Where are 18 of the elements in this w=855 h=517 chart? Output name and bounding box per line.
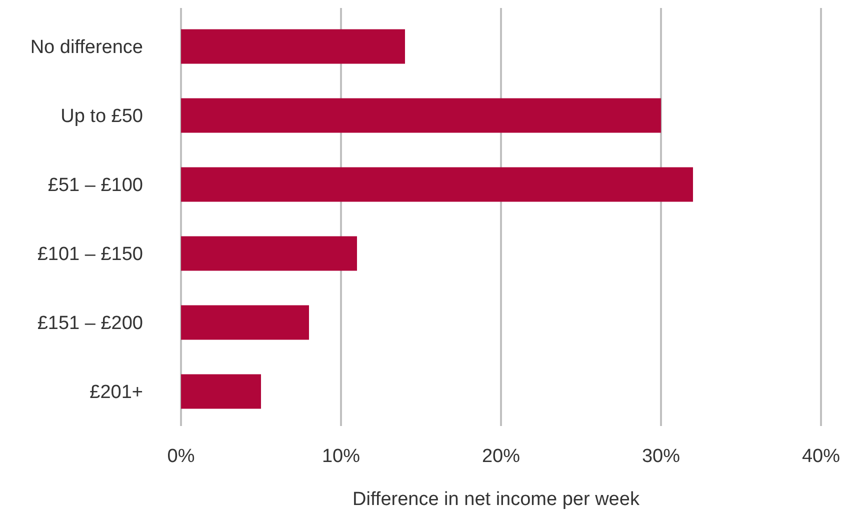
bar [181, 29, 405, 64]
y-tick-label: Up to £50 [60, 106, 143, 128]
y-tick-label: £151 – £200 [37, 313, 143, 334]
x-tick-label: 20% [482, 446, 520, 467]
x-tick-label: 10% [322, 446, 360, 467]
bar [181, 236, 357, 271]
y-tick-label: £101 – £150 [37, 244, 143, 266]
y-tick-label: £201+ [90, 382, 143, 404]
y-tick-label: £51 – £100 [48, 175, 143, 196]
x-tick-label: 40% [802, 446, 840, 467]
bar [181, 167, 693, 202]
bar [181, 305, 309, 340]
y-tick-label: No difference [30, 37, 143, 58]
x-tick-label: 0% [167, 446, 195, 467]
bar [181, 374, 261, 409]
bar [181, 98, 661, 133]
x-axis-title: Difference in net income per week [352, 489, 640, 510]
x-tick-label: 30% [642, 446, 680, 467]
